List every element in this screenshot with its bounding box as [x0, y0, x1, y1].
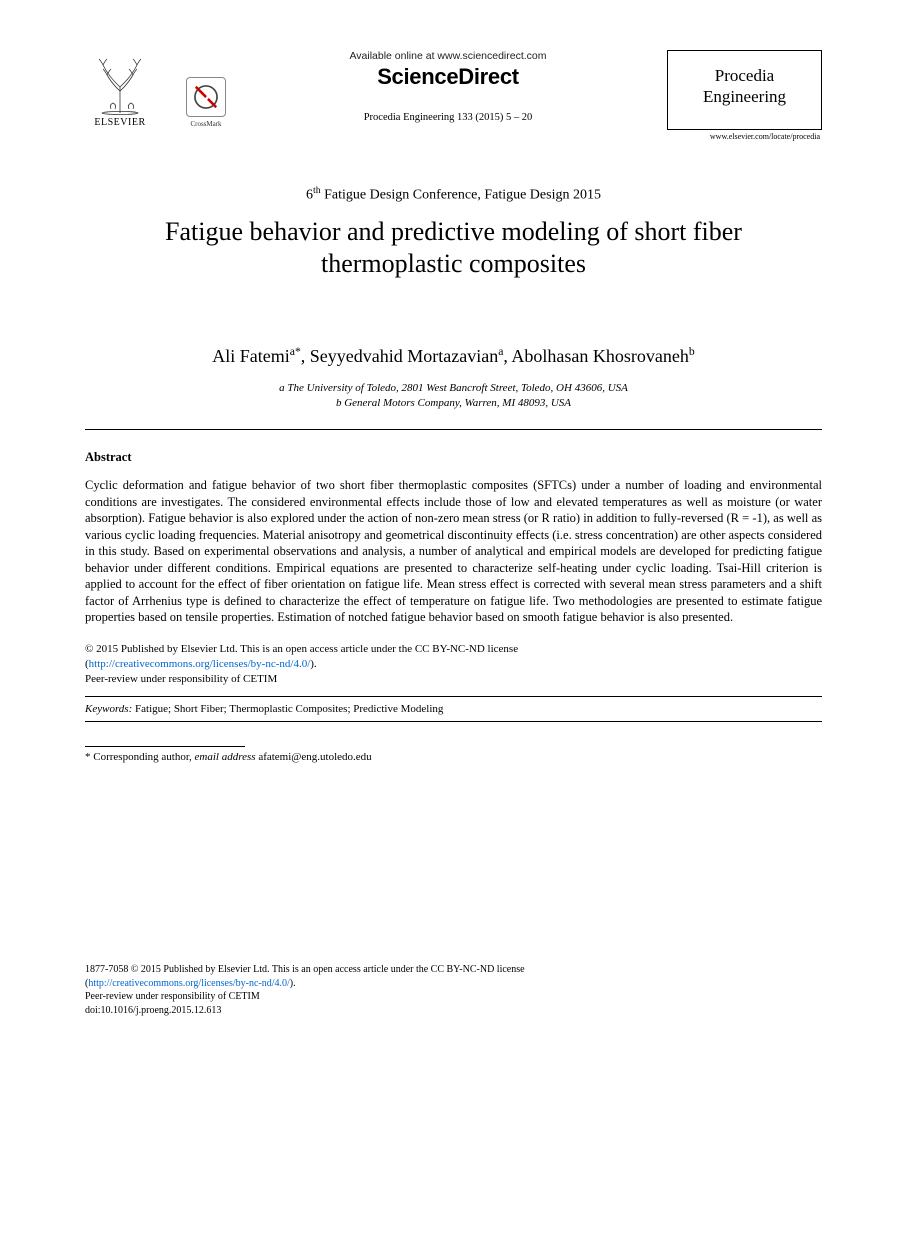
title-line1: Fatigue behavior and predictive modeling… [85, 216, 822, 249]
corresponding-footnote: * Corresponding author, email address af… [85, 747, 822, 763]
abstract-body: Cyclic deformation and fatigue behavior … [85, 477, 822, 626]
citation-line: Procedia Engineering 133 (2015) 5 – 20 [239, 112, 657, 123]
logo-group: ELSEVIER CrossMark [85, 50, 229, 128]
crossmark-icon [186, 77, 226, 117]
available-online-text: Available online at www.sciencedirect.co… [239, 50, 657, 62]
title-line2: thermoplastic composites [85, 248, 822, 281]
license-line1: © 2015 Published by Elsevier Ltd. This i… [85, 642, 822, 657]
elsevier-logo: ELSEVIER [85, 50, 155, 128]
license-block: © 2015 Published by Elsevier Ltd. This i… [85, 642, 822, 687]
rule-top [85, 429, 822, 430]
elsevier-tree-icon [89, 57, 151, 115]
header-row: ELSEVIER CrossMark Available online at w… [85, 50, 822, 141]
crossmark-logo[interactable]: CrossMark [183, 77, 229, 128]
author-sep-1: , [301, 346, 310, 366]
corr-marker: * Corresponding author, [85, 751, 195, 763]
conference-ordinal-suffix: th [313, 185, 321, 196]
keywords-label: Keywords: [85, 703, 132, 715]
crossmark-label: CrossMark [190, 120, 221, 128]
conference-ordinal: 6 [306, 188, 313, 203]
header-center: Available online at www.sciencedirect.co… [229, 50, 667, 123]
author-2: Seyyedvahid Mortazavian [310, 346, 498, 366]
author-3: Abolhasan Khosrovaneh [511, 346, 688, 366]
license-link[interactable]: http://creativecommons.org/licenses/by-n… [89, 658, 311, 670]
affiliation-a: a The University of Toledo, 2801 West Ba… [85, 381, 822, 396]
journal-url[interactable]: www.elsevier.com/locate/procedia [667, 132, 822, 141]
journal-box: Procedia Engineering [667, 50, 822, 130]
footer-license-link[interactable]: http://creativecommons.org/licenses/by-n… [88, 978, 289, 989]
author-3-aff: b [689, 345, 695, 358]
footer-block: 1877-7058 © 2015 Published by Elsevier L… [85, 963, 822, 1017]
corr-email-label: email address [195, 751, 256, 763]
paper-title: Fatigue behavior and predictive modeling… [85, 216, 822, 281]
elsevier-label: ELSEVIER [94, 117, 145, 128]
journal-name-line1: Procedia [668, 65, 821, 86]
footer-link-wrap: (http://creativecommons.org/licenses/by-… [85, 977, 822, 991]
keywords-row: Keywords: Fatigue; Short Fiber; Thermopl… [85, 696, 822, 715]
corr-email[interactable]: afatemi@eng.utoledo.edu [256, 751, 372, 763]
footer-peer: Peer-review under responsibility of CETI… [85, 990, 822, 1004]
page-container: ELSEVIER CrossMark Available online at w… [0, 0, 907, 1057]
journal-name-line2: Engineering [668, 86, 821, 107]
keywords-text: Fatigue; Short Fiber; Thermoplastic Comp… [132, 703, 443, 715]
affiliations: a The University of Toledo, 2801 West Ba… [85, 381, 822, 412]
conference-line: 6th Fatigue Design Conference, Fatigue D… [85, 185, 822, 204]
conference-text: Fatigue Design Conference, Fatigue Desig… [321, 188, 601, 203]
license-peer: Peer-review under responsibility of CETI… [85, 672, 822, 687]
authors-line: Ali Fatemia*, Seyyedvahid Mortazaviana, … [85, 345, 822, 367]
footer-issn-line: 1877-7058 © 2015 Published by Elsevier L… [85, 963, 822, 977]
journal-box-wrap: Procedia Engineering www.elsevier.com/lo… [667, 50, 822, 141]
sciencedirect-logo-text: ScienceDirect [239, 64, 657, 90]
affiliation-b: b General Motors Company, Warren, MI 480… [85, 396, 822, 411]
doi-line[interactable]: doi:10.1016/j.proeng.2015.12.613 [85, 1004, 822, 1018]
author-1: Ali Fatemi [212, 346, 290, 366]
rule-after-keywords [85, 721, 822, 722]
license-link-wrap: (http://creativecommons.org/licenses/by-… [85, 657, 822, 672]
abstract-heading: Abstract [85, 450, 822, 465]
